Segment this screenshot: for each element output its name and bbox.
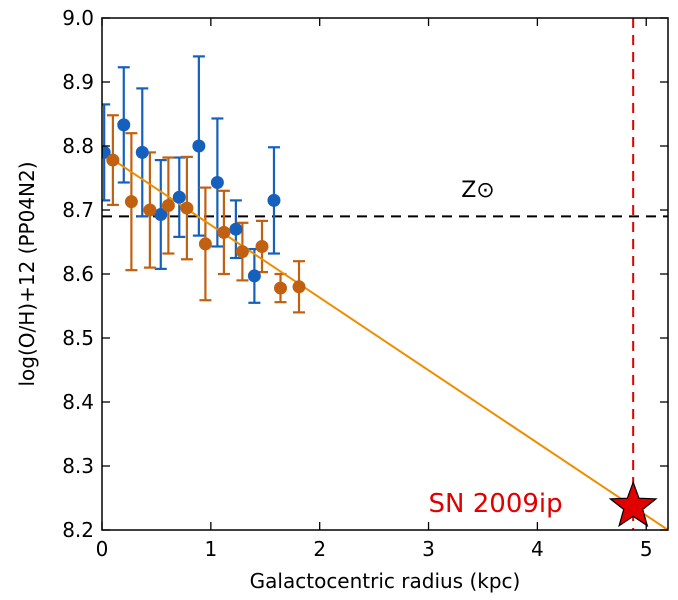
orange-data-point [143,203,157,217]
orange-data-point [161,199,175,213]
blue-data-point [247,269,261,283]
blue-data-point [210,175,224,189]
x-tick-label: 0 [96,537,109,561]
plot-content [102,18,668,530]
orange-data-point [255,239,269,253]
blue-data-point [267,193,281,207]
y-tick-label: 8.9 [62,70,94,94]
x-axis-label: Galactocentric radius (kpc) [250,569,521,593]
orange-data-point [198,237,212,251]
axes: 0 1 2 3 4 5 8.2 8.3 8.4 8.5 8.6 8.7 8.8 8.9 9.0 [62,6,668,561]
blue-data-point [172,190,186,204]
sn-2009ip-star-marker [608,480,658,528]
y-tick-label: 8.6 [62,262,94,286]
orange-data-point [217,225,231,239]
y-tick-label: 8.4 [62,390,94,414]
y-tick-label: 8.3 [62,454,94,478]
blue-data-point [192,139,206,153]
orange-data-point [274,281,288,295]
x-tick-label: 4 [531,537,544,561]
solar-metallicity-label: Z⊙ [461,178,495,203]
orange-data-point [235,245,249,259]
metallicity-gradient-fit-line [102,151,668,530]
y-axis-label: log(O/H)+12 (PP04N2) [15,161,39,386]
blue-data-point [117,118,131,132]
plot-frame [101,17,669,531]
y-tick-label: 8.2 [62,518,94,542]
orange-data-point [292,280,306,294]
y-tick-label: 8.5 [62,326,94,350]
y-tick-label: 9.0 [62,6,94,30]
sn-label: SN 2009ip [429,489,563,519]
orange-data-point [124,195,138,209]
plot-area [102,18,668,530]
y-tick-label: 8.8 [62,134,94,158]
orange-data-point [106,153,120,167]
blue-data-point [135,145,149,159]
x-tick-label: 1 [204,537,217,561]
x-tick-label: 2 [313,537,326,561]
orange-data-point [180,201,194,215]
blue-data-point [229,222,243,236]
x-tick-label: 3 [422,537,435,561]
y-tick-label: 8.7 [62,198,94,222]
x-tick-label: 5 [640,537,653,561]
blue-data-point [154,207,168,221]
